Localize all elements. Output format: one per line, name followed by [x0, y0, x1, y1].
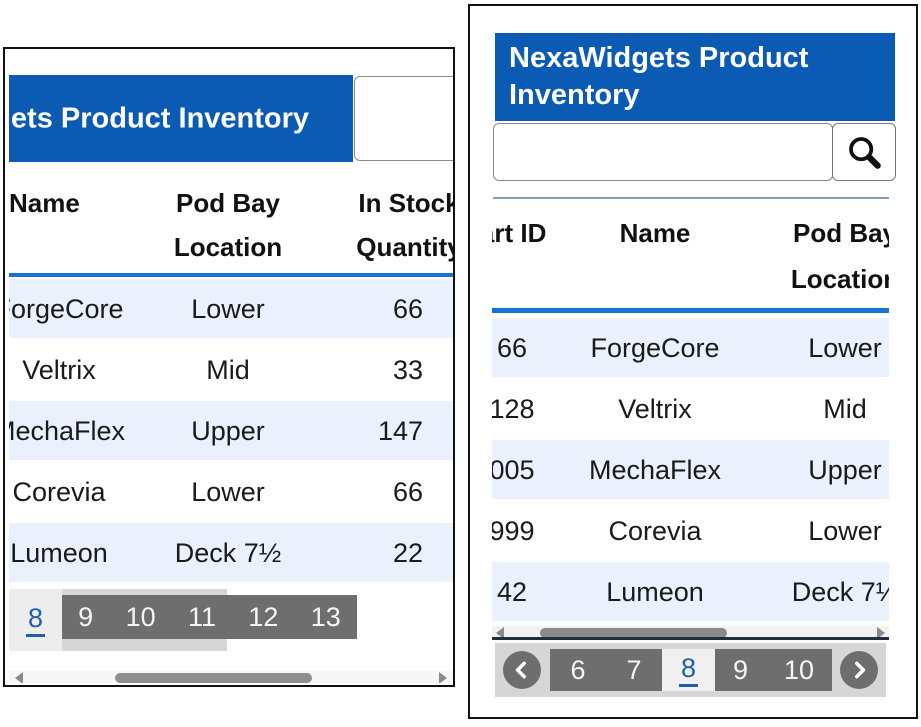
- table-row: [492, 318, 889, 377]
- search-button[interactable]: [832, 123, 896, 181]
- header-accent-line: [492, 308, 889, 313]
- cell-part-id: 999: [492, 516, 535, 546]
- cell-location: Mid: [823, 394, 867, 424]
- cell-location: Lower: [191, 294, 265, 324]
- cell-part-id: 42: [496, 577, 528, 607]
- cell-name: Lumeon: [606, 577, 704, 607]
- column-header-location: Pod Bay Location: [745, 210, 889, 302]
- page-group: 6 7: [550, 649, 662, 691]
- section-divider: [493, 197, 889, 199]
- cell-part-id: 128: [492, 394, 535, 424]
- wide-viewport: NexaWidgets Product Inventory Name Pod B…: [9, 51, 453, 683]
- column-header-quantity: In Stock Quantity: [339, 181, 453, 269]
- chevron-right-icon: [855, 661, 866, 679]
- next-page-button[interactable]: [840, 651, 878, 689]
- app-title: NexaWidgets Product Inventory: [509, 42, 809, 111]
- column-header-label: Name: [9, 188, 80, 218]
- triangle-right-icon[interactable]: [439, 672, 447, 683]
- page-number[interactable]: 12: [248, 601, 279, 632]
- column-header-label: Location: [173, 232, 283, 262]
- column-header-name: Name: [9, 181, 80, 225]
- cell-quantity: 66: [392, 477, 423, 507]
- column-header-label: Name: [619, 218, 691, 248]
- page-number[interactable]: 10: [125, 601, 156, 632]
- cell-name: MechaFlex: [588, 455, 722, 485]
- scrollbar-thumb[interactable]: [115, 673, 312, 683]
- cell-name: Corevia: [12, 477, 106, 507]
- cell-part-id: 005: [492, 455, 535, 485]
- page-number[interactable]: 10: [783, 654, 814, 685]
- cell-quantity: 147: [377, 416, 423, 446]
- magnifier-icon: [849, 137, 881, 169]
- page-group: 9 10 11 12 13: [62, 595, 357, 639]
- column-header-label: Part ID: [492, 218, 547, 248]
- search-input[interactable]: [354, 76, 453, 161]
- page-number[interactable]: 6: [570, 654, 586, 685]
- page-group: 9 10: [715, 649, 832, 691]
- page-current-box: 8: [662, 649, 715, 691]
- cell-part-id: 66: [496, 333, 528, 363]
- cell-location: Mid: [206, 355, 250, 385]
- horizontal-scrollbar[interactable]: [492, 626, 889, 640]
- cell-name: Veltrix: [618, 394, 692, 424]
- pagination-bar: 6 7 8 9 10: [495, 643, 886, 697]
- cell-location: Lower: [808, 516, 882, 546]
- page-number[interactable]: 9: [78, 601, 94, 632]
- app-title: NexaWidgets Product Inventory: [9, 102, 310, 134]
- table-row: [9, 401, 453, 460]
- cell-location: Deck 7½: [174, 538, 282, 568]
- inventory-panel-narrow: NexaWidgets Product Inventory Part ID Na…: [468, 4, 918, 719]
- app-title-banner: NexaWidgets Product Inventory: [495, 33, 895, 121]
- previous-page-button[interactable]: [503, 651, 541, 689]
- cell-location: Lower: [191, 477, 265, 507]
- cell-name: Veltrix: [22, 355, 96, 385]
- cell-name: Lumeon: [10, 538, 108, 568]
- table-row: [9, 279, 453, 338]
- cell-quantity: 22: [392, 538, 423, 568]
- page-number[interactable]: 11: [187, 601, 216, 632]
- pagination-separator: [492, 637, 889, 640]
- cell-location: Upper: [191, 416, 265, 446]
- triangle-right-icon[interactable]: [877, 627, 885, 639]
- table-row: [492, 440, 889, 499]
- cell-location: Deck 7½: [791, 577, 889, 607]
- scrollbar-thumb[interactable]: [540, 628, 727, 638]
- narrow-table-viewport: Part ID Name Pod Bay Location 66 ForgeCo…: [492, 202, 889, 640]
- header-accent-line: [9, 273, 453, 277]
- column-header-label: Quantity: [356, 232, 453, 262]
- cell-name: ForgeCore: [9, 294, 124, 324]
- page-current[interactable]: 8: [678, 653, 699, 687]
- inventory-panel-wide: NexaWidgets Product Inventory Name Pod B…: [3, 47, 455, 687]
- cell-location: Upper: [808, 455, 882, 485]
- triangle-left-icon[interactable]: [15, 672, 23, 683]
- page-current-box: 8: [9, 589, 62, 651]
- page-current[interactable]: 8: [25, 603, 46, 637]
- page-number[interactable]: 7: [626, 654, 642, 685]
- triangle-left-icon[interactable]: [496, 627, 504, 639]
- cell-quantity: 66: [392, 294, 423, 324]
- cell-quantity: 33: [392, 355, 423, 385]
- column-header-label: Location: [790, 264, 889, 294]
- page-number[interactable]: 13: [310, 601, 341, 632]
- chevron-left-icon: [515, 661, 526, 679]
- column-header-name: Name: [555, 210, 755, 256]
- search-input[interactable]: [493, 123, 833, 181]
- cell-name: MechaFlex: [9, 416, 126, 446]
- page-number[interactable]: 9: [732, 654, 748, 685]
- table-row: [492, 562, 889, 621]
- table-row: [9, 523, 453, 582]
- column-header-location: Pod Bay Location: [128, 181, 328, 269]
- cell-name: ForgeCore: [590, 333, 720, 363]
- column-header-label: Pod Bay: [175, 188, 281, 218]
- column-header-label: Pod Bay: [792, 218, 889, 248]
- horizontal-scrollbar[interactable]: [9, 671, 453, 683]
- column-header-label: In Stock: [358, 188, 453, 218]
- cell-location: Lower: [808, 333, 882, 363]
- column-header-part-id: Part ID: [492, 210, 557, 256]
- cell-name: Corevia: [608, 516, 702, 546]
- app-title-banner: NexaWidgets Product Inventory: [9, 75, 353, 162]
